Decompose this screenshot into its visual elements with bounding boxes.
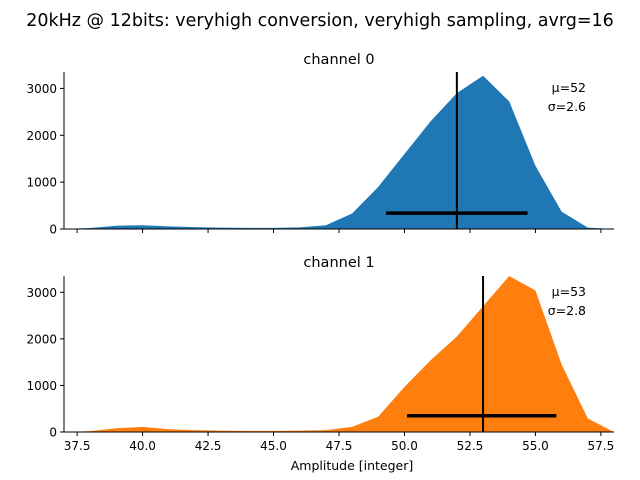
x-tick-label: 40.0	[129, 439, 156, 453]
mean-annotation: μ=53	[552, 284, 586, 299]
x-tick-label: 57.5	[588, 439, 615, 453]
y-tick: 1000	[26, 379, 64, 393]
y-tick-label: 2000	[26, 332, 57, 346]
x-tick: 42.5	[195, 432, 222, 453]
x-tick-label: 50.0	[391, 439, 418, 453]
y-tick-label: 2000	[26, 129, 57, 143]
y-tick: 0	[49, 426, 64, 440]
x-tick: 50.0	[391, 432, 418, 453]
x-tick-label: 47.5	[326, 439, 353, 453]
panel-channel-1: channel 1 0 1000 2000 3000 37.5 40.0 42.5 45.0 47…	[26, 255, 614, 453]
y-tick-label: 1000	[26, 379, 57, 393]
x-tick: 52.5	[457, 432, 484, 453]
y-tick-label: 0	[49, 426, 57, 440]
x-tick: 47.5	[326, 432, 353, 453]
panel-channel-0: channel 0 0 1000 2000 3000 μ=52 σ=2.6	[26, 52, 614, 237]
y-tick: 2000	[26, 129, 64, 143]
y-tick: 3000	[26, 286, 64, 300]
x-tick-label: 37.5	[64, 439, 91, 453]
x-tick: 45.0	[260, 432, 287, 453]
histogram-area	[64, 276, 614, 432]
y-tick: 3000	[26, 82, 64, 96]
y-tick-label: 3000	[26, 82, 57, 96]
x-tick: 57.5	[588, 432, 615, 453]
y-tick: 1000	[26, 176, 64, 190]
y-tick-label: 0	[49, 223, 57, 237]
x-tick-label: 45.0	[260, 439, 287, 453]
y-tick: 2000	[26, 332, 64, 346]
std-annotation: σ=2.8	[548, 303, 586, 318]
y-tick-label: 3000	[26, 286, 57, 300]
mean-annotation: μ=52	[552, 80, 586, 95]
histogram-area	[64, 75, 614, 229]
x-tick-label: 52.5	[457, 439, 484, 453]
y-tick: 0	[49, 223, 64, 237]
y-tick-label: 1000	[26, 176, 57, 190]
std-annotation: σ=2.6	[548, 99, 586, 114]
x-tick: 37.5	[64, 432, 91, 453]
x-tick-label: 42.5	[195, 439, 222, 453]
panel-title: channel 0	[303, 52, 374, 68]
figure-suptitle: 20kHz @ 12bits: veryhigh conversion, ver…	[26, 11, 614, 31]
x-tick: 55.0	[522, 432, 549, 453]
panel-title: channel 1	[303, 255, 374, 271]
x-tick: 40.0	[129, 432, 156, 453]
x-tick-label: 55.0	[522, 439, 549, 453]
x-axis-label: Amplitude [integer]	[291, 458, 414, 473]
